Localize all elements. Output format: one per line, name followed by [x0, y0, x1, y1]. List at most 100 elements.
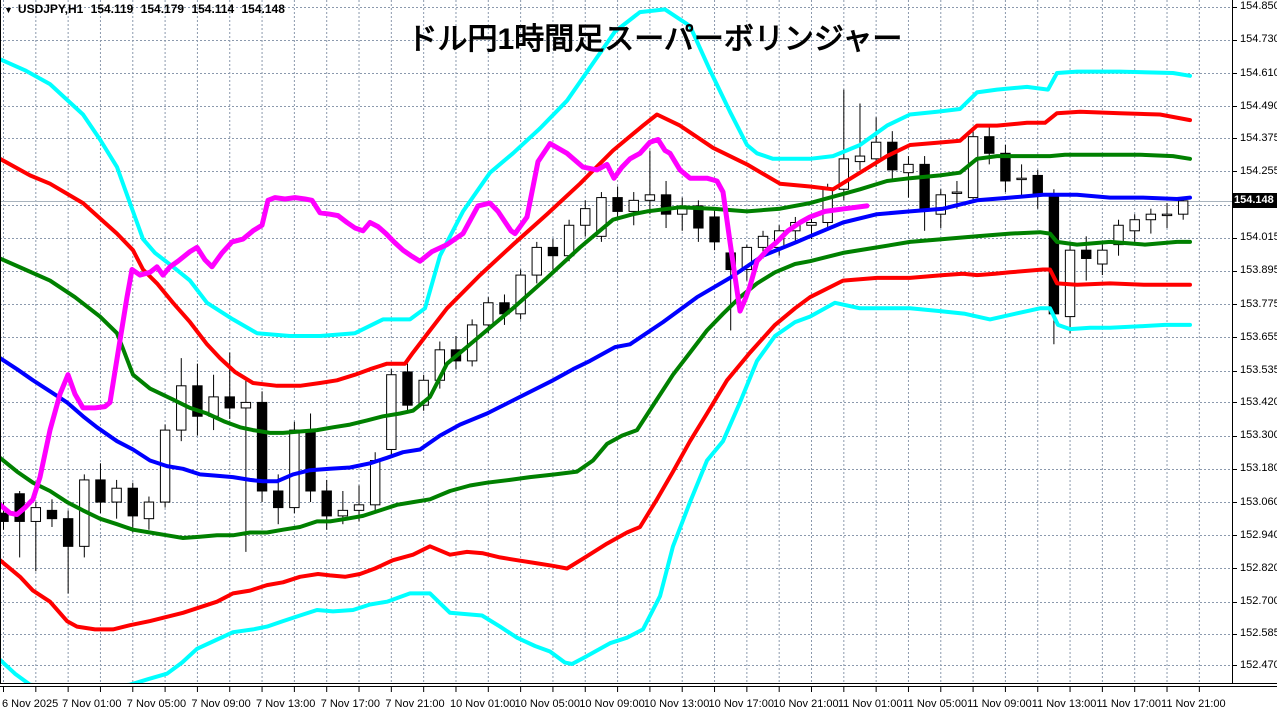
bear-candle-body [95, 479, 106, 503]
quote-high: 154.179 [140, 2, 185, 16]
bull-candle-body [386, 374, 397, 450]
bear-candle-body [127, 487, 138, 517]
axis-frame [0, 0, 1277, 692]
blue-center-line [0, 192, 1192, 484]
bear-candle-body [1000, 152, 1011, 182]
bull-candle-body [30, 507, 42, 522]
price-label: 152.470 [1240, 658, 1277, 671]
magenta-span-line [0, 137, 870, 517]
bull-candle-body [1016, 177, 1027, 181]
bull-candle-body [838, 158, 850, 190]
bull-candle-body [418, 379, 429, 406]
price-label: 154.255 [1240, 164, 1277, 177]
time-label: 11 Nov 21:00 [1161, 698, 1226, 710]
bull-candle-body [741, 246, 753, 271]
time-label: 7 Nov 17:00 [320, 698, 381, 710]
bear-candle-body [0, 512, 9, 522]
price-label: 153.535 [1240, 364, 1277, 377]
bear-candle-body [1048, 194, 1060, 315]
bull-candle-body [337, 509, 349, 517]
price-label: 154.490 [1240, 99, 1277, 112]
price-label: 154.850 [1240, 0, 1277, 13]
bull-candle-body [1113, 224, 1124, 246]
bull-candle-body [870, 141, 882, 160]
price-label: 153.060 [1240, 495, 1277, 508]
price-label: 153.655 [1240, 330, 1277, 343]
bear-candle-body [919, 163, 930, 210]
quote-low: 154.114 [191, 2, 235, 16]
bull-candle-body [1177, 200, 1189, 215]
price-label: 154.610 [1240, 66, 1277, 79]
bear-candle-body [321, 490, 332, 517]
bull-candle-body [531, 246, 542, 276]
time-label: 10 Nov 17:00 [708, 698, 774, 710]
red-upper-band [0, 109, 1192, 388]
bear-candle-body [224, 396, 235, 409]
bull-candle-body [903, 163, 914, 174]
bull-candle-body [822, 188, 833, 223]
candles [0, 89, 1189, 594]
bear-candle-body [547, 246, 559, 257]
bull-candle-body [563, 224, 575, 257]
green-upper-band [0, 152, 1192, 435]
bull-candle-body [1129, 219, 1140, 232]
bear-candle-body [273, 490, 284, 509]
bear-candle-body [402, 371, 413, 406]
bear-candle-body [305, 429, 316, 492]
time-label: 11 Nov 05:00 [902, 698, 968, 710]
bull-candle-body [369, 460, 381, 506]
bull-candle-body [240, 401, 252, 409]
time-label: 7 Nov 13:00 [256, 698, 316, 710]
bull-candle-body [1145, 213, 1157, 221]
time-label: 10 Nov 05:00 [514, 698, 581, 710]
green-lower-band [0, 230, 1192, 540]
bull-candle-body [806, 221, 817, 226]
time-label: 10 Nov 01:00 [449, 698, 516, 710]
price-label: 153.775 [1240, 297, 1277, 310]
bear-candle-body [1032, 174, 1043, 196]
quote-close: 154.148 [241, 2, 285, 16]
bear-candle-body [612, 197, 623, 212]
time-label: 6 Nov 2025 [2, 698, 59, 710]
price-label: 152.940 [1240, 528, 1277, 541]
price-label: 153.420 [1240, 395, 1277, 408]
bull-candle-body [757, 235, 769, 248]
price-label: 153.180 [1240, 462, 1277, 475]
price-label: 154.730 [1240, 33, 1277, 46]
bull-candle-body [854, 155, 866, 163]
time-label: 11 Nov 01:00 [837, 698, 903, 710]
bull-candle-body [935, 194, 946, 215]
bear-candle-body [1081, 249, 1092, 259]
time-label: 11 Nov 09:00 [967, 698, 1032, 710]
current-price-badge: 154.148 [1233, 193, 1277, 208]
bull-candle-body [176, 385, 187, 431]
bull-candle-body [580, 208, 591, 226]
price-label: 152.700 [1240, 595, 1277, 608]
bear-candle-body [192, 385, 203, 417]
bull-candle-body [644, 194, 656, 201]
bear-candle-body [46, 509, 58, 520]
quote-open: 154.119 [90, 2, 134, 16]
bull-candle-body [1161, 213, 1173, 217]
bull-candle-body [111, 487, 122, 503]
bull-candle-body [628, 199, 639, 212]
time-label: 10 Nov 09:00 [579, 698, 645, 710]
bull-candle-body [143, 501, 155, 520]
cyan-upper-band [0, 7, 1192, 338]
time-label: 7 Nov 01:00 [62, 698, 122, 710]
bull-candle-body [596, 197, 607, 237]
bull-candle-body [515, 274, 526, 315]
price-label: 152.585 [1240, 627, 1277, 640]
cyan-lower-band [0, 300, 1192, 683]
bull-candle-body [289, 429, 300, 509]
bull-candle-body [1097, 249, 1108, 265]
bull-candle-body [951, 191, 963, 194]
price-label: 154.375 [1240, 131, 1277, 144]
bull-candle-body [483, 302, 494, 326]
time-label: 7 Nov 09:00 [191, 698, 251, 710]
bear-candle-body [693, 205, 704, 229]
bull-candle-body [353, 504, 365, 511]
quote-header: ▼ USDJPY,H1 154.119 154.179 154.114 154.1… [4, 2, 289, 16]
symbol-dropdown-icon[interactable]: ▼ [4, 5, 13, 15]
